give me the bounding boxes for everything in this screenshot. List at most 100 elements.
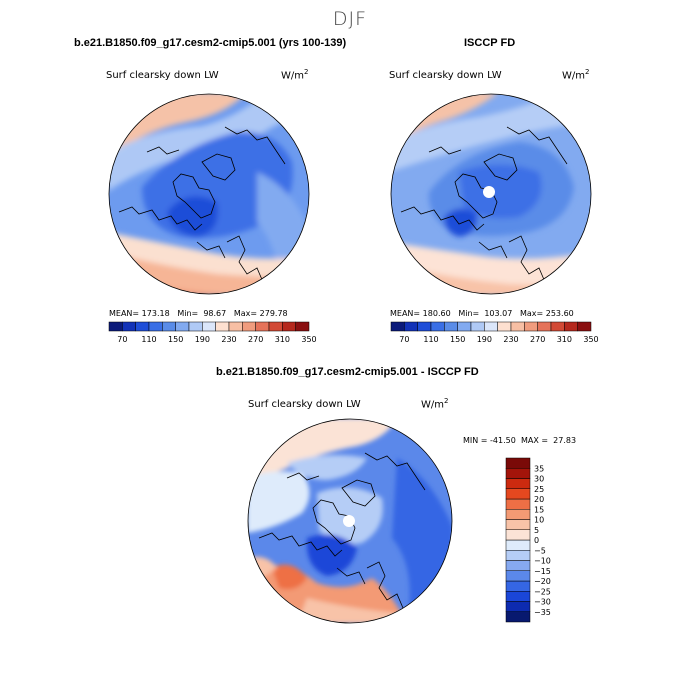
colorbar-swatch [484, 321, 498, 332]
panel-title-diff: b.e21.B1850.f09_g17.cesm2-cmip5.001 - IS… [216, 366, 479, 378]
panel-title-obs: ISCCP FD [464, 37, 516, 49]
coastlines [258, 452, 426, 609]
colorbar-swatch [505, 468, 531, 479]
coastlines [118, 126, 286, 283]
colorbar-tick-label: 20 [534, 495, 544, 504]
colorbar-swatch [162, 321, 176, 332]
colorbar-swatch [444, 321, 458, 332]
colorbar-swatch [505, 498, 531, 510]
colorbar-tick-label: 190 [477, 335, 492, 344]
map-field-warm-south-2 [297, 598, 407, 623]
colorbar-tick-label: 270 [248, 335, 263, 344]
colorbar-tick-label: 110 [141, 335, 156, 344]
colorbar-tick-label: 190 [195, 335, 210, 344]
colorbar-swatch [497, 321, 512, 332]
colorbar-swatch [404, 321, 418, 332]
colorbar-tick-label: 150 [450, 335, 465, 344]
pole-gap [483, 186, 495, 198]
colorbar-tick-label: 25 [534, 485, 544, 494]
colorbar-swatch [268, 321, 283, 332]
colorbar-swatch [505, 570, 531, 582]
colorbar-swatch [505, 457, 531, 469]
colorbar-swatch [505, 488, 531, 500]
units-label-diff: W/m2 [421, 397, 449, 411]
colorbar-swatch [228, 321, 243, 332]
colorbar-swatch [505, 529, 531, 541]
variable-label-diff: Surf clearsky down LW [248, 399, 361, 410]
colorbar-obs: 70 110 150 190 230 270 310 350 [390, 321, 599, 344]
colorbar-swatch [505, 509, 531, 520]
colorbar-swatch [457, 321, 472, 332]
colorbar-swatch [505, 550, 531, 561]
colorbar-swatch [550, 321, 565, 332]
colorbar-tick-label: 35 [534, 464, 544, 473]
colorbar-swatch [255, 321, 270, 332]
colorbar-swatch [175, 321, 190, 332]
colorbar-swatch [430, 321, 445, 332]
colorbar-swatch [505, 560, 531, 571]
colorbar-swatch [505, 478, 531, 489]
map-field-warm-hot [272, 564, 307, 590]
colorbar-tick-label: 70 [399, 335, 409, 344]
colorbar-swatch [524, 321, 538, 332]
colorbar-tick-label: 150 [168, 335, 183, 344]
colorbar-swatch [577, 321, 592, 332]
colorbar-tick-label: 70 [117, 335, 127, 344]
panel-title-model: b.e21.B1850.f09_g17.cesm2-cmip5.001 (yrs… [74, 37, 347, 49]
colorbar-swatch [390, 321, 405, 332]
map-field-pale-left [248, 471, 310, 533]
map-field-deep-core [167, 196, 218, 237]
stats-obs: MEAN= 180.60 Min= 103.07 Max= 253.60 [390, 309, 574, 318]
map-field-deep-center [306, 534, 357, 576]
colorbar-tick-label: −15 [534, 567, 551, 576]
colorbar-swatch [122, 321, 136, 332]
colorbar-swatch [505, 580, 531, 592]
colorbar-tick-label: 230 [503, 335, 518, 344]
polar-map-diff [247, 418, 453, 624]
colorbar-tick-label: −35 [534, 608, 551, 617]
colorbar-swatch [202, 321, 216, 332]
colorbar-swatch [505, 601, 531, 612]
colorbar-tick-label: −30 [534, 598, 551, 607]
colorbar-swatch [537, 321, 552, 332]
colorbar-tick-label: 5 [534, 526, 539, 535]
colorbar-tick-label: 270 [530, 335, 545, 344]
colorbar-swatch [470, 321, 485, 332]
colorbar-tick-label: −10 [534, 557, 551, 566]
colorbar-swatch [282, 321, 296, 332]
map-boundary [108, 93, 310, 295]
colorbar-swatch [188, 321, 203, 332]
map-field-pale-upper [287, 454, 367, 480]
colorbar-swatch [135, 321, 150, 332]
colorbar-tick-label: 350 [583, 335, 598, 344]
colorbar-swatch [510, 321, 525, 332]
map-field-light-band [391, 94, 591, 172]
colorbar-swatch [242, 321, 256, 332]
colorbar-tick-label: 230 [221, 335, 236, 344]
colorbar-swatch [417, 321, 432, 332]
polar-map-model [108, 93, 310, 295]
variable-label-model: Surf clearsky down LW [106, 70, 219, 81]
colorbar-swatch [295, 321, 310, 332]
colorbar-tick-label: −20 [534, 577, 551, 586]
colorbar-swatch [564, 321, 578, 332]
stats-diff: MIN = -41.50 MAX = 27.83 [463, 436, 577, 445]
colorbar-tick-label: 15 [534, 505, 544, 514]
units-label-model: W/m2 [281, 68, 309, 82]
colorbar-swatch [505, 611, 531, 623]
colorbar-swatch [505, 519, 531, 530]
colorbar-model: 70 110 150 190 230 270 310 350 [108, 321, 317, 344]
map-field-deep-core [444, 208, 478, 237]
pole-gap [343, 515, 355, 527]
colorbar-tick-label: 10 [534, 516, 544, 525]
colorbar-swatch [148, 321, 163, 332]
colorbar-tick-label: 0 [534, 536, 539, 545]
variable-label-obs: Surf clearsky down LW [389, 70, 502, 81]
colorbar-tick-label: 350 [301, 335, 316, 344]
coastlines [400, 126, 568, 283]
units-label-obs: W/m2 [562, 68, 590, 82]
map-field-inner [459, 164, 542, 219]
stats-model: MEAN= 173.18 Min= 98.67 Max= 279.78 [109, 309, 288, 318]
figure-title: DJF [332, 8, 368, 30]
colorbar-swatch [505, 539, 531, 551]
